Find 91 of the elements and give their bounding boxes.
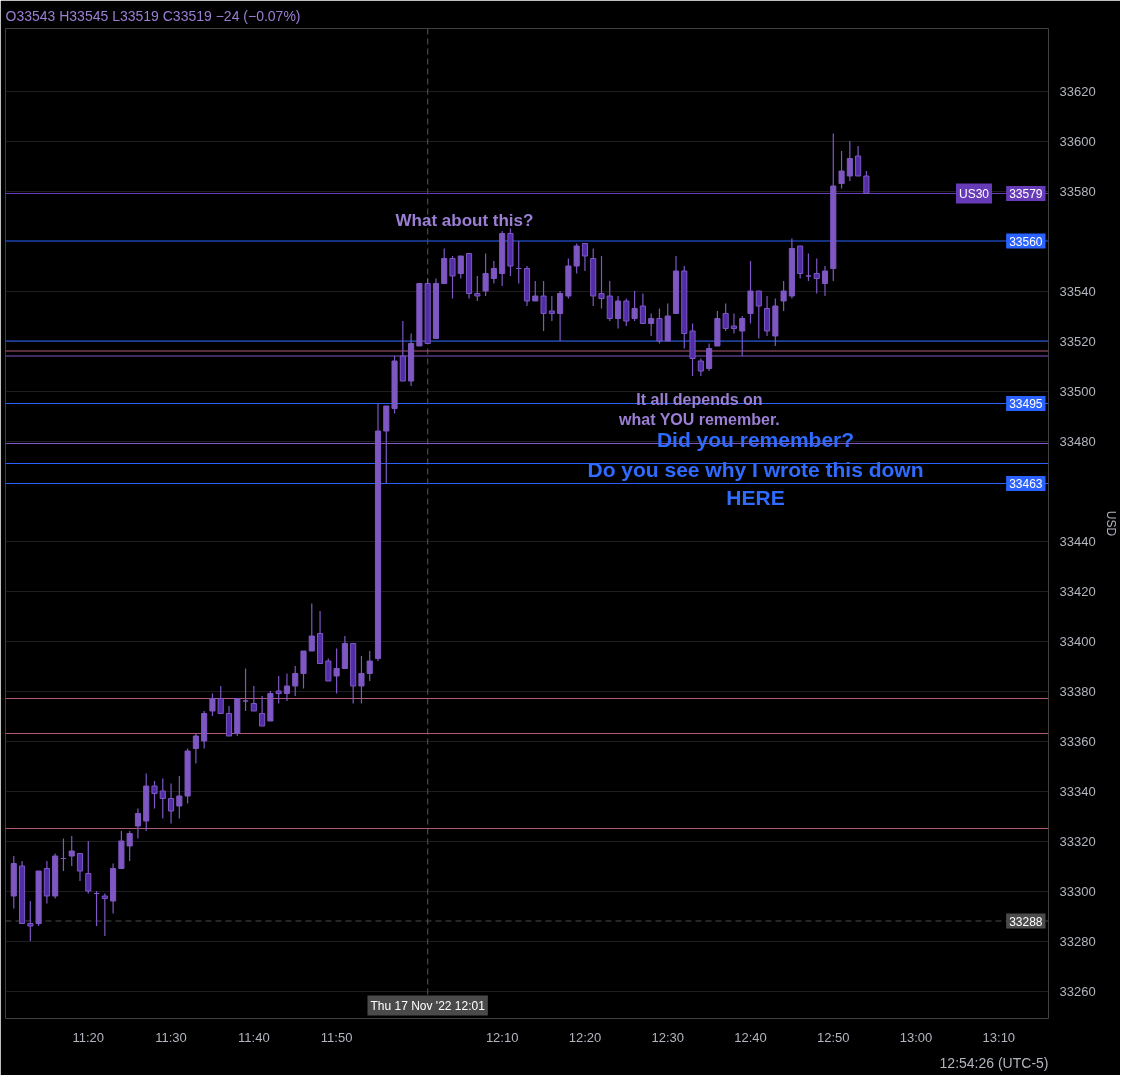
x-tick-label: 11:40 <box>238 1029 270 1045</box>
y-tick-label: 33480 <box>1059 433 1096 449</box>
candlestick <box>259 695 266 727</box>
y-tick-label: 33260 <box>1059 983 1096 999</box>
candlestick <box>639 292 646 325</box>
candlestick <box>747 260 754 325</box>
candlestick <box>449 255 456 300</box>
candlestick <box>490 260 497 285</box>
candlestick <box>780 280 787 312</box>
annotation: Do you see why I wrote this down HERE <box>587 458 924 509</box>
annotation: US30 <box>958 186 990 201</box>
candlestick <box>300 650 307 690</box>
ref-line-label: 33579 <box>1009 187 1043 201</box>
candlestick <box>134 807 142 840</box>
candlestick <box>101 892 108 937</box>
candlestick <box>755 290 762 340</box>
x-tick-label: 13:00 <box>899 1029 933 1045</box>
candlestick <box>159 777 166 820</box>
candlestick <box>250 685 257 712</box>
candlestick <box>85 840 92 895</box>
y-tick-label: 33280 <box>1059 933 1096 949</box>
ref-line-label: 33463 <box>1009 477 1043 491</box>
candlestick <box>855 145 862 177</box>
ref-line-label: Thu 17 Nov '22 12:01 <box>370 998 486 1013</box>
candlestick <box>225 705 233 737</box>
y-tick-label: 33500 <box>1059 383 1096 399</box>
candlestick <box>581 242 589 272</box>
candlestick <box>217 685 224 715</box>
candlestick <box>308 602 315 652</box>
candlestick <box>557 290 564 342</box>
candlestick <box>540 280 547 332</box>
candlestick <box>548 295 555 322</box>
candlestick <box>614 295 622 330</box>
y-tick-label: 33440 <box>1059 533 1096 549</box>
y-tick-label: 33360 <box>1059 733 1096 749</box>
candlestick <box>358 655 365 705</box>
candlestick <box>598 255 605 310</box>
candlestick <box>730 312 738 335</box>
candlestick <box>573 242 580 275</box>
candlestick <box>813 257 820 295</box>
candlestick <box>68 835 75 867</box>
candlestick <box>846 140 853 182</box>
candlestick <box>76 852 84 882</box>
candlestick <box>474 275 481 302</box>
y-tick-label: 33600 <box>1059 133 1096 149</box>
x-tick-label: 12:40 <box>734 1029 767 1045</box>
annotation: What about this? <box>395 211 534 230</box>
ref-line-label: 33288 <box>1009 914 1043 929</box>
y-tick-label: 33320 <box>1059 833 1096 849</box>
y-tick-label: 33580 <box>1059 183 1096 199</box>
candlestick <box>805 252 812 282</box>
x-tick-label: 12:20 <box>568 1029 602 1045</box>
y-axis-title: USD <box>1103 510 1118 537</box>
candlestick <box>763 295 771 337</box>
text: 12:54:26 (UTC-5) <box>939 1054 1049 1071</box>
y-tick-label: 33400 <box>1059 633 1096 649</box>
candlestick <box>167 782 175 825</box>
x-tick-label: 12:50 <box>817 1029 850 1045</box>
x-tick-label: 13:10 <box>982 1029 1016 1045</box>
candlestick <box>838 150 845 190</box>
candlestick <box>606 280 613 322</box>
y-tick-label: 33520 <box>1059 333 1096 349</box>
candlestick <box>457 255 464 280</box>
y-tick-label: 33620 <box>1059 83 1096 99</box>
x-tick-label: 11:20 <box>72 1029 105 1045</box>
x-tick-label: 11:30 <box>155 1029 187 1045</box>
y-tick-label: 33380 <box>1059 683 1096 699</box>
candlestick <box>656 307 663 345</box>
x-tick-label: 11:50 <box>320 1029 353 1045</box>
text: O33543 H33545 L33519 C33519 −24 (−0.07%) <box>5 7 301 24</box>
candlestick <box>482 252 489 297</box>
candlestick <box>821 265 829 297</box>
ref-line-label: 33495 <box>1009 397 1043 411</box>
candlestick <box>192 732 199 765</box>
candlestick <box>863 170 870 195</box>
candlestick <box>648 312 655 337</box>
x-tick-label: 12:10 <box>485 1029 519 1045</box>
candlestick <box>292 665 299 697</box>
y-tick-label: 33340 <box>1059 783 1096 799</box>
candlestick <box>209 692 216 717</box>
candlestick <box>366 650 373 682</box>
candlestick <box>242 667 249 712</box>
candlestick <box>151 780 158 810</box>
x-tick-label: 12:30 <box>651 1029 684 1045</box>
ref-line-label: 33560 <box>1009 234 1043 249</box>
candlestick <box>532 280 539 302</box>
candlestick <box>283 672 291 702</box>
y-tick-label: 33300 <box>1059 883 1096 899</box>
y-tick-label: 33540 <box>1059 283 1096 299</box>
candlestick <box>176 775 183 820</box>
y-tick-label: 33420 <box>1059 583 1096 599</box>
